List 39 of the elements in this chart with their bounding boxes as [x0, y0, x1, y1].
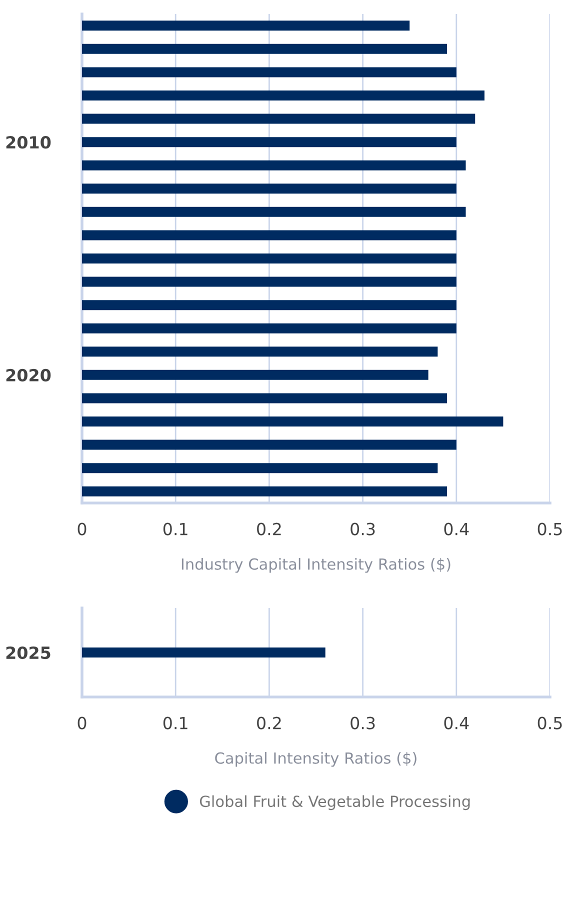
bar: [82, 160, 466, 170]
bar: [82, 20, 410, 31]
bar: [82, 346, 438, 357]
bar: [82, 67, 456, 78]
x-axis-title: Capital Intensity Ratios ($): [215, 752, 416, 767]
bar: [82, 276, 456, 287]
x-axis-title: Industry Capital Intensity Ratios ($): [182, 558, 450, 573]
legend-label: Global Fruit & Vegetable Processing: [200, 795, 470, 810]
y-tick-label: 2025: [6, 646, 50, 660]
x-tick-label: 0.2: [257, 716, 281, 730]
bar: [82, 206, 466, 217]
x-tick-label: 0.1: [163, 716, 188, 730]
bar: [82, 323, 456, 334]
x-tick-label: 0.4: [444, 716, 469, 730]
bar: [82, 486, 448, 496]
x-tick-label: 0.1: [163, 522, 188, 536]
x-tick-label: 0.5: [538, 522, 562, 536]
x-tick-label: 0.4: [444, 522, 469, 536]
x-tick-label: 0: [78, 522, 86, 536]
y-tick-label: 2020: [6, 368, 51, 382]
bar: [82, 184, 456, 194]
bar: [82, 114, 476, 124]
bar: [82, 230, 456, 240]
bar: [82, 440, 456, 450]
bar: [82, 370, 428, 380]
bar: [82, 254, 456, 264]
y-tick-label: 2010: [6, 136, 51, 149]
x-tick-label: 0.3: [350, 522, 375, 536]
bar: [82, 90, 484, 100]
x-tick-label: 0.2: [257, 522, 281, 536]
bar: [82, 137, 456, 148]
x-tick-label: 0: [78, 716, 86, 730]
bar: [82, 463, 438, 474]
x-tick-label: 0.5: [538, 716, 562, 730]
bar: [82, 44, 448, 54]
x-tick-label: 0.3: [350, 716, 375, 730]
bar: [82, 416, 504, 426]
bar: [82, 393, 448, 404]
bar: [82, 300, 456, 310]
